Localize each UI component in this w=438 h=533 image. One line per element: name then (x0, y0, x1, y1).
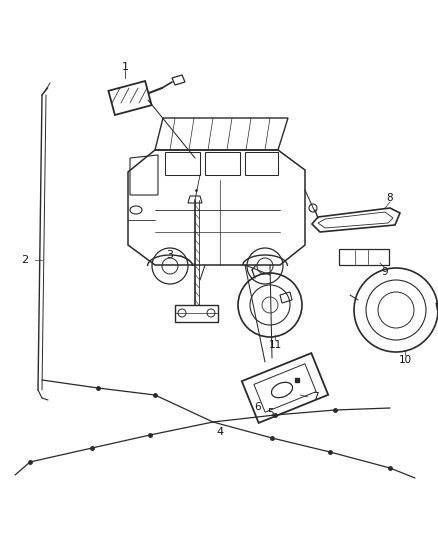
Text: 10: 10 (399, 355, 412, 365)
Text: 2: 2 (21, 255, 28, 265)
Text: •: • (194, 188, 198, 197)
Text: 7: 7 (312, 392, 318, 402)
Text: 11: 11 (268, 340, 282, 350)
Text: 8: 8 (387, 193, 393, 203)
Text: 9: 9 (381, 267, 389, 277)
Text: 3: 3 (166, 250, 173, 260)
Text: 6: 6 (254, 402, 261, 412)
Text: 1: 1 (121, 62, 128, 72)
Text: 4: 4 (216, 427, 223, 437)
Text: 5: 5 (267, 408, 273, 418)
